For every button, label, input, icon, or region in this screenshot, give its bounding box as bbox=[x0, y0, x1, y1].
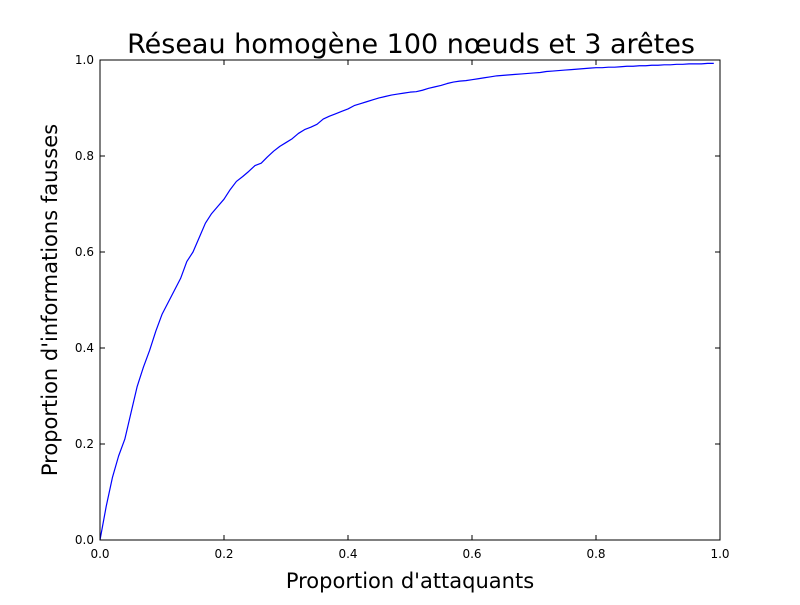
y-tick-label: 0.2 bbox=[75, 437, 94, 451]
y-tick-label: 0.8 bbox=[75, 149, 94, 163]
x-tick-label: 0.2 bbox=[214, 547, 233, 561]
x-tick-label: 0.4 bbox=[338, 547, 357, 561]
plot-frame bbox=[99, 59, 721, 541]
y-tick-label: 1.0 bbox=[75, 53, 94, 67]
y-tick-label: 0.0 bbox=[75, 533, 94, 547]
plot-area: 0.0 0.2 0.4 0.6 0.8 1.0 0.0 0.2 0.4 0.6 0.8 1.0 bbox=[75, 53, 730, 561]
y-axis-label: Proportion d'informations fausses bbox=[38, 124, 62, 476]
x-tick-label: 1.0 bbox=[710, 547, 729, 561]
y-tick-label: 0.6 bbox=[75, 245, 94, 259]
series-line-0 bbox=[99, 62, 714, 541]
x-tick-label: 0.6 bbox=[462, 547, 481, 561]
x-tick-label: 0.8 bbox=[586, 547, 605, 561]
x-axis-label: Proportion d'attaquants bbox=[286, 569, 534, 593]
y-tick-label: 0.4 bbox=[75, 341, 94, 355]
x-tick-label: 0.0 bbox=[90, 547, 109, 561]
chart-title: Réseau homogène 100 nœuds et 3 arêtes bbox=[127, 29, 695, 60]
